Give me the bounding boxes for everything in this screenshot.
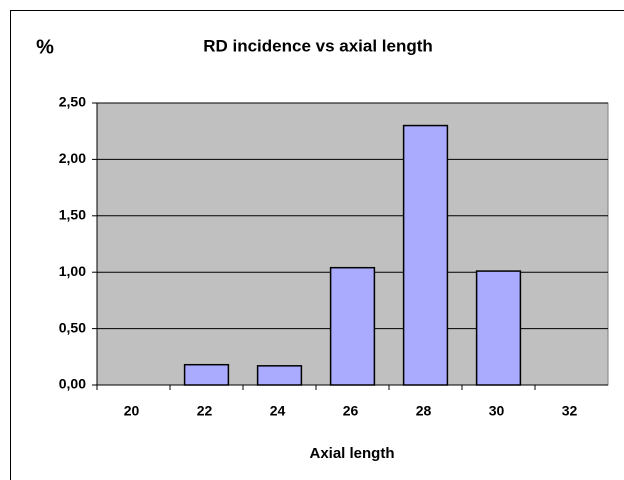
y-tick-label: 1,00 <box>59 263 86 279</box>
chart-title: RD incidence vs axial length <box>203 36 433 55</box>
x-tick-label: 28 <box>416 403 432 419</box>
y-axis-label: % <box>36 36 54 58</box>
y-tick-label: 1,50 <box>59 207 86 223</box>
x-tick-label: 24 <box>270 403 286 419</box>
bar <box>183 363 230 386</box>
x-tick-label: 20 <box>124 403 140 419</box>
bar <box>475 270 522 386</box>
y-tick-label: 2,00 <box>59 150 86 166</box>
bar <box>329 266 376 386</box>
y-tick-label: 0,00 <box>59 376 86 392</box>
x-tick-label: 30 <box>489 403 505 419</box>
bar <box>402 124 449 386</box>
bar <box>256 365 303 386</box>
y-tick-label: 2,50 <box>59 94 86 110</box>
x-tick-label: 32 <box>562 403 578 419</box>
x-axis-label: Axial length <box>309 445 394 462</box>
x-tick-label: 26 <box>343 403 359 419</box>
y-tick-label: 0,50 <box>59 319 86 335</box>
ticks: 0,00 0,50 1,00 1,50 2,00 2,50 20 22 24 26 28 30 32 <box>59 94 608 419</box>
x-tick-label: 22 <box>197 403 213 419</box>
bars <box>183 124 522 386</box>
